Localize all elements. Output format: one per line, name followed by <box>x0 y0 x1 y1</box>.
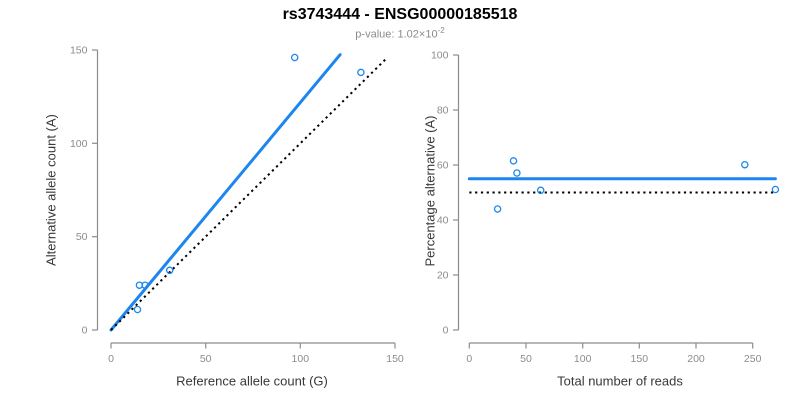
x-tick-label: 0 <box>108 353 114 365</box>
x-tick-label: 0 <box>466 353 472 365</box>
x-tick-label: 50 <box>520 353 532 365</box>
x-tick-label: 250 <box>744 353 762 365</box>
right-scatter-plot: 0 20 40 60 80 100 0 50 100 150 200 250 <box>431 50 780 365</box>
data-point <box>133 305 142 314</box>
y-tick-label: 20 <box>437 270 449 282</box>
data-point <box>536 186 545 195</box>
y-tick-label: 60 <box>437 160 449 172</box>
y-tick-label: 0 <box>443 325 449 337</box>
x-tick-label: 200 <box>687 353 705 365</box>
y-tick-label: 100 <box>70 138 88 150</box>
data-point <box>513 169 521 177</box>
x-tick-label: 100 <box>574 353 592 365</box>
data-point <box>741 160 749 169</box>
data-point <box>357 68 365 77</box>
p-value-exponent: -2 <box>437 26 445 35</box>
y-tick-label: 150 <box>70 45 88 57</box>
identity-line <box>110 56 389 331</box>
data-point <box>493 205 502 213</box>
y-tick-label: 100 <box>431 50 449 62</box>
figure-title: rs3743444 - ENSG00000185518 <box>282 6 518 23</box>
right-y-axis-title: Percentage alternative (A) <box>422 115 438 267</box>
y-tick-label: 0 <box>82 325 88 337</box>
x-tick-label: 150 <box>631 353 649 365</box>
right-x-axis-title: Total number of reads <box>557 373 683 389</box>
p-value-text: p-value: 1.02×10 <box>355 28 438 41</box>
figure-subtitle: p-value: 1.02×10-2 <box>0 26 800 41</box>
data-point <box>771 185 780 194</box>
left-scatter-plot: 0 50 100 150 0 50 100 150 <box>70 45 404 366</box>
x-tick-label: 150 <box>386 353 404 365</box>
y-tick-label: 40 <box>437 215 449 227</box>
left-y-axis-title: Alternative allele count (A) <box>43 114 59 266</box>
y-tick-label: 50 <box>76 231 88 243</box>
data-point <box>290 53 299 62</box>
y-tick-label: 80 <box>437 105 449 117</box>
left-x-axis-title: Reference allele count (G) <box>176 373 328 389</box>
x-tick-label: 100 <box>292 353 310 365</box>
x-tick-label: 50 <box>200 353 212 365</box>
data-point <box>141 281 149 289</box>
data-point <box>509 157 518 165</box>
data-point <box>165 266 174 275</box>
regression-line <box>109 53 342 332</box>
